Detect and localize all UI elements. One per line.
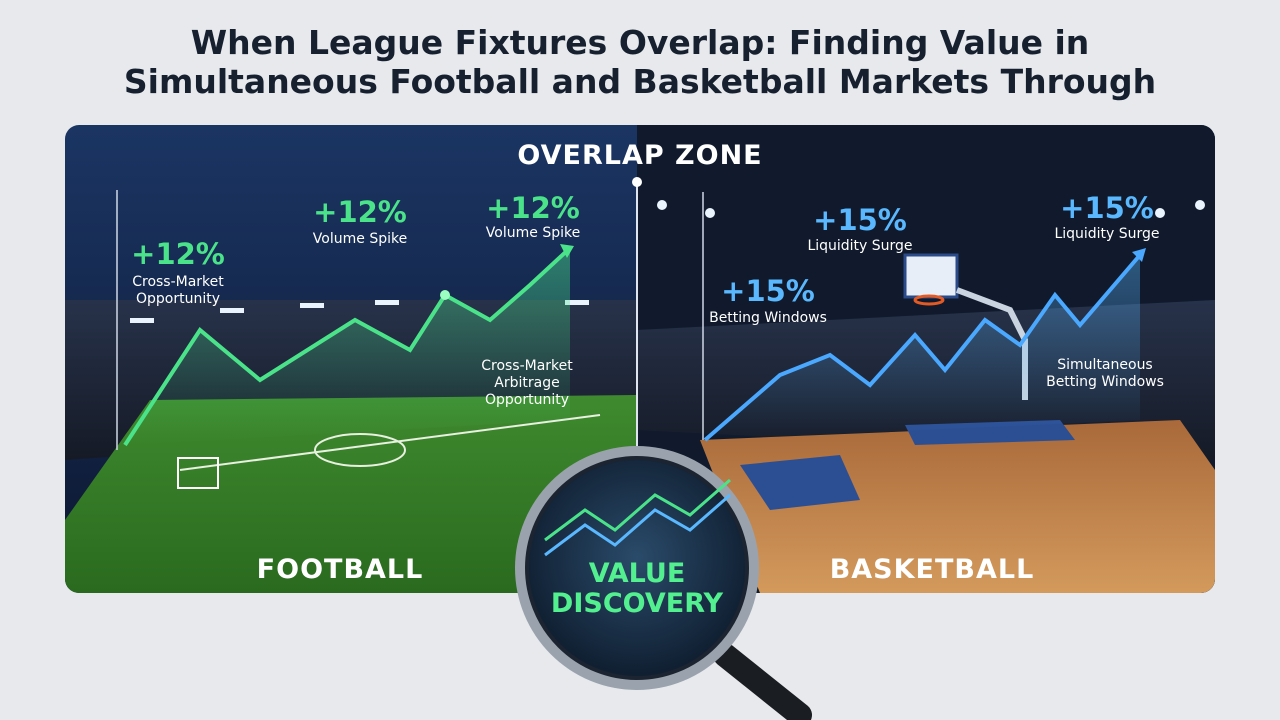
- note-line: Arbitrage: [494, 375, 559, 391]
- football-trend: [123, 246, 572, 447]
- court-key: [740, 455, 860, 510]
- basketball-trend: [703, 253, 1142, 442]
- decoration: [565, 300, 589, 305]
- football-trend-area: [125, 248, 570, 445]
- lens-text: VALUE: [589, 558, 686, 589]
- callout-text: Liquidity Surge: [1054, 226, 1159, 242]
- callout-text: Volume Spike: [486, 225, 580, 241]
- decoration: [657, 200, 667, 210]
- callout-value: +15%: [813, 203, 907, 237]
- callout-value: +15%: [1060, 191, 1154, 225]
- panel: [65, 125, 1215, 593]
- note-line: Cross-Market: [481, 358, 573, 374]
- decoration: [1155, 208, 1165, 218]
- sport-label: FOOTBALL: [257, 554, 424, 585]
- lens-text: DISCOVERY: [551, 588, 724, 619]
- center-circle: [314, 433, 406, 467]
- handle: [713, 643, 812, 720]
- lights: [130, 200, 1205, 323]
- callout-value: +12%: [131, 237, 225, 271]
- hoop: [913, 294, 945, 306]
- title-line: Simultaneous Football and Basketball Mar…: [124, 62, 1156, 101]
- callout-text: Volume Spike: [313, 231, 407, 247]
- callout-text: Liquidity Surge: [807, 238, 912, 254]
- note-line: Betting Windows: [1046, 374, 1164, 390]
- lens-trend: [544, 478, 731, 542]
- field-line: [179, 414, 601, 471]
- goal: [177, 457, 219, 489]
- decoration: [705, 208, 715, 218]
- note-line: Opportunity: [485, 392, 569, 408]
- callout-text: Opportunity: [136, 291, 220, 307]
- note-line: Simultaneous: [1057, 357, 1152, 373]
- callout-value: +15%: [721, 274, 815, 308]
- callout-value: +12%: [313, 195, 407, 229]
- decoration: [300, 303, 324, 308]
- arrowhead: [560, 244, 574, 258]
- title-line: When League Fixtures Overlap: Finding Va…: [191, 23, 1090, 62]
- lens-trend: [544, 493, 731, 557]
- callout-text: Betting Windows: [709, 310, 827, 326]
- title: When League Fixtures Overlap: Finding Va…: [124, 23, 1156, 101]
- sport-label: BASKETBALL: [830, 554, 1035, 585]
- decoration: [1195, 200, 1205, 210]
- basketball-callouts: +15% Liquidity Surge +15% Liquidity Surg…: [709, 191, 1164, 585]
- basketball-trend-area: [705, 255, 1140, 440]
- callout-value: +12%: [486, 191, 580, 225]
- trend-dot: [440, 290, 450, 300]
- backboard: [903, 253, 959, 299]
- magnifier: VALUE DISCOVERY: [515, 446, 812, 720]
- arrowhead: [1132, 248, 1146, 262]
- decoration: [375, 300, 399, 305]
- divider-dot: [632, 177, 642, 187]
- decoration: [130, 318, 154, 323]
- overlap-label: OVERLAP ZONE: [517, 140, 762, 171]
- callout-text: Cross-Market: [132, 274, 224, 290]
- football-field: [65, 395, 637, 593]
- decoration: [220, 308, 244, 313]
- football-callouts: +12% Cross-Market Opportunity +12% Volum…: [131, 191, 580, 585]
